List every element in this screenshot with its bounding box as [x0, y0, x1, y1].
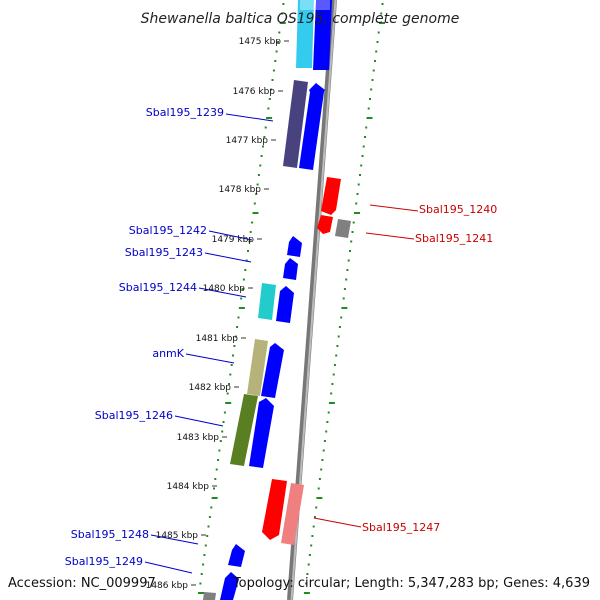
- kbp-label: 1479 kbp: [212, 235, 255, 245]
- gene-feature-sbal195-1247[interactable]: [281, 483, 304, 545]
- gene-label-sbal195-1240[interactable]: Sbal195_1240: [419, 203, 497, 216]
- label-connector-line: [208, 230, 253, 241]
- gene-label-sbal195-1247[interactable]: Sbal195_1247: [362, 521, 440, 534]
- cds-feature-sbal195-1247[interactable]: [262, 479, 287, 540]
- label-connector-line: [369, 204, 419, 212]
- kbp-label: 1478 kbp: [219, 185, 262, 195]
- accession-text: Accession: NC_009997: [8, 576, 156, 591]
- trna-feature-top[interactable]: [296, 0, 314, 68]
- cds-feature-top[interactable]: [313, 0, 332, 70]
- kbp-label: 1476 kbp: [233, 87, 276, 97]
- label-connector-line: [174, 415, 224, 427]
- cds-feature-sbal195-1248[interactable]: [228, 544, 245, 567]
- kbp-label: 1483 kbp: [177, 433, 220, 443]
- cds-feature-sbal195-1244[interactable]: [276, 286, 294, 323]
- kbp-label: 1485 kbp: [156, 531, 199, 541]
- gene-feature-sbal195-1244[interactable]: [258, 283, 276, 320]
- label-connector-line: [204, 252, 252, 263]
- label-connector-line: [185, 353, 235, 364]
- gene-feature-anmk[interactable]: [247, 339, 268, 396]
- cds-feature-sbal195-1243[interactable]: [283, 258, 298, 280]
- cds-feature-anmk[interactable]: [261, 343, 284, 398]
- gene-label-sbal195-1248[interactable]: Sbal195_1248: [71, 528, 149, 541]
- gene-label-sbal195-1249[interactable]: Sbal195_1249: [65, 555, 143, 568]
- cds-feature-sbal195-1241-red[interactable]: [317, 215, 333, 234]
- kbp-label: 1484 kbp: [167, 482, 210, 492]
- kbp-label: 1475 kbp: [239, 37, 282, 47]
- gene-feature-bottom[interactable]: [203, 592, 216, 600]
- gene-label-sbal195-1244[interactable]: Sbal195_1244: [119, 281, 197, 294]
- kbp-label: 1481 kbp: [196, 334, 239, 344]
- label-connector-line: [225, 113, 274, 122]
- cds-feature-sbal195-1246[interactable]: [249, 398, 274, 468]
- gene-labels: Sbal195_1239 Sbal195_1240 Sbal195_1241 S…: [65, 106, 498, 568]
- topology-text: Topology: circular; Length: 5,347,283 bp…: [232, 576, 590, 591]
- map-title: Shewanella baltica OS195, complete genom…: [141, 11, 460, 27]
- gene-label-sbal195-1242[interactable]: Sbal195_1242: [129, 224, 207, 237]
- label-connector-line: [198, 287, 247, 298]
- cds-feature-sbal195-1242[interactable]: [287, 236, 302, 257]
- gene-label-sbal195-1241[interactable]: Sbal195_1241: [415, 232, 493, 245]
- gc-content-tracks: [198, 3, 385, 594]
- cds-feature-sbal195-1249[interactable]: [220, 572, 239, 600]
- label-connectors: [144, 113, 419, 574]
- label-connector-line: [150, 534, 199, 545]
- gene-label-sbal195-1239[interactable]: Sbal195_1239: [146, 106, 224, 119]
- cds-feature-sbal195-1239[interactable]: [299, 83, 325, 170]
- kbp-labels: 1475 kbp 1476 kbp 1477 kbp 1478 kbp 1479…: [146, 37, 282, 591]
- label-connector-line: [144, 561, 193, 574]
- gene-label-sbal195-1243[interactable]: Sbal195_1243: [125, 246, 203, 259]
- gene-label-anmk[interactable]: anmK: [152, 347, 184, 360]
- kbp-ticks: [191, 40, 289, 586]
- kbp-label: 1482 kbp: [189, 383, 232, 393]
- gene-features: [203, 0, 351, 600]
- gene-feature-sbal195-1239[interactable]: [283, 80, 308, 168]
- gene-feature-sbal195-1241[interactable]: [335, 219, 351, 238]
- cds-feature-sbal195-1240[interactable]: [321, 177, 341, 215]
- kbp-label: 1486 kbp: [146, 581, 189, 591]
- top-light-overlay: [300, 0, 330, 10]
- gene-feature-sbal195-1246[interactable]: [230, 394, 258, 466]
- kbp-label: 1477 kbp: [226, 136, 269, 146]
- gene-label-sbal195-1246[interactable]: Sbal195_1246: [95, 409, 173, 422]
- kbp-label: 1480 kbp: [203, 284, 246, 294]
- label-connector-line: [313, 517, 362, 528]
- label-connector-line: [365, 232, 415, 240]
